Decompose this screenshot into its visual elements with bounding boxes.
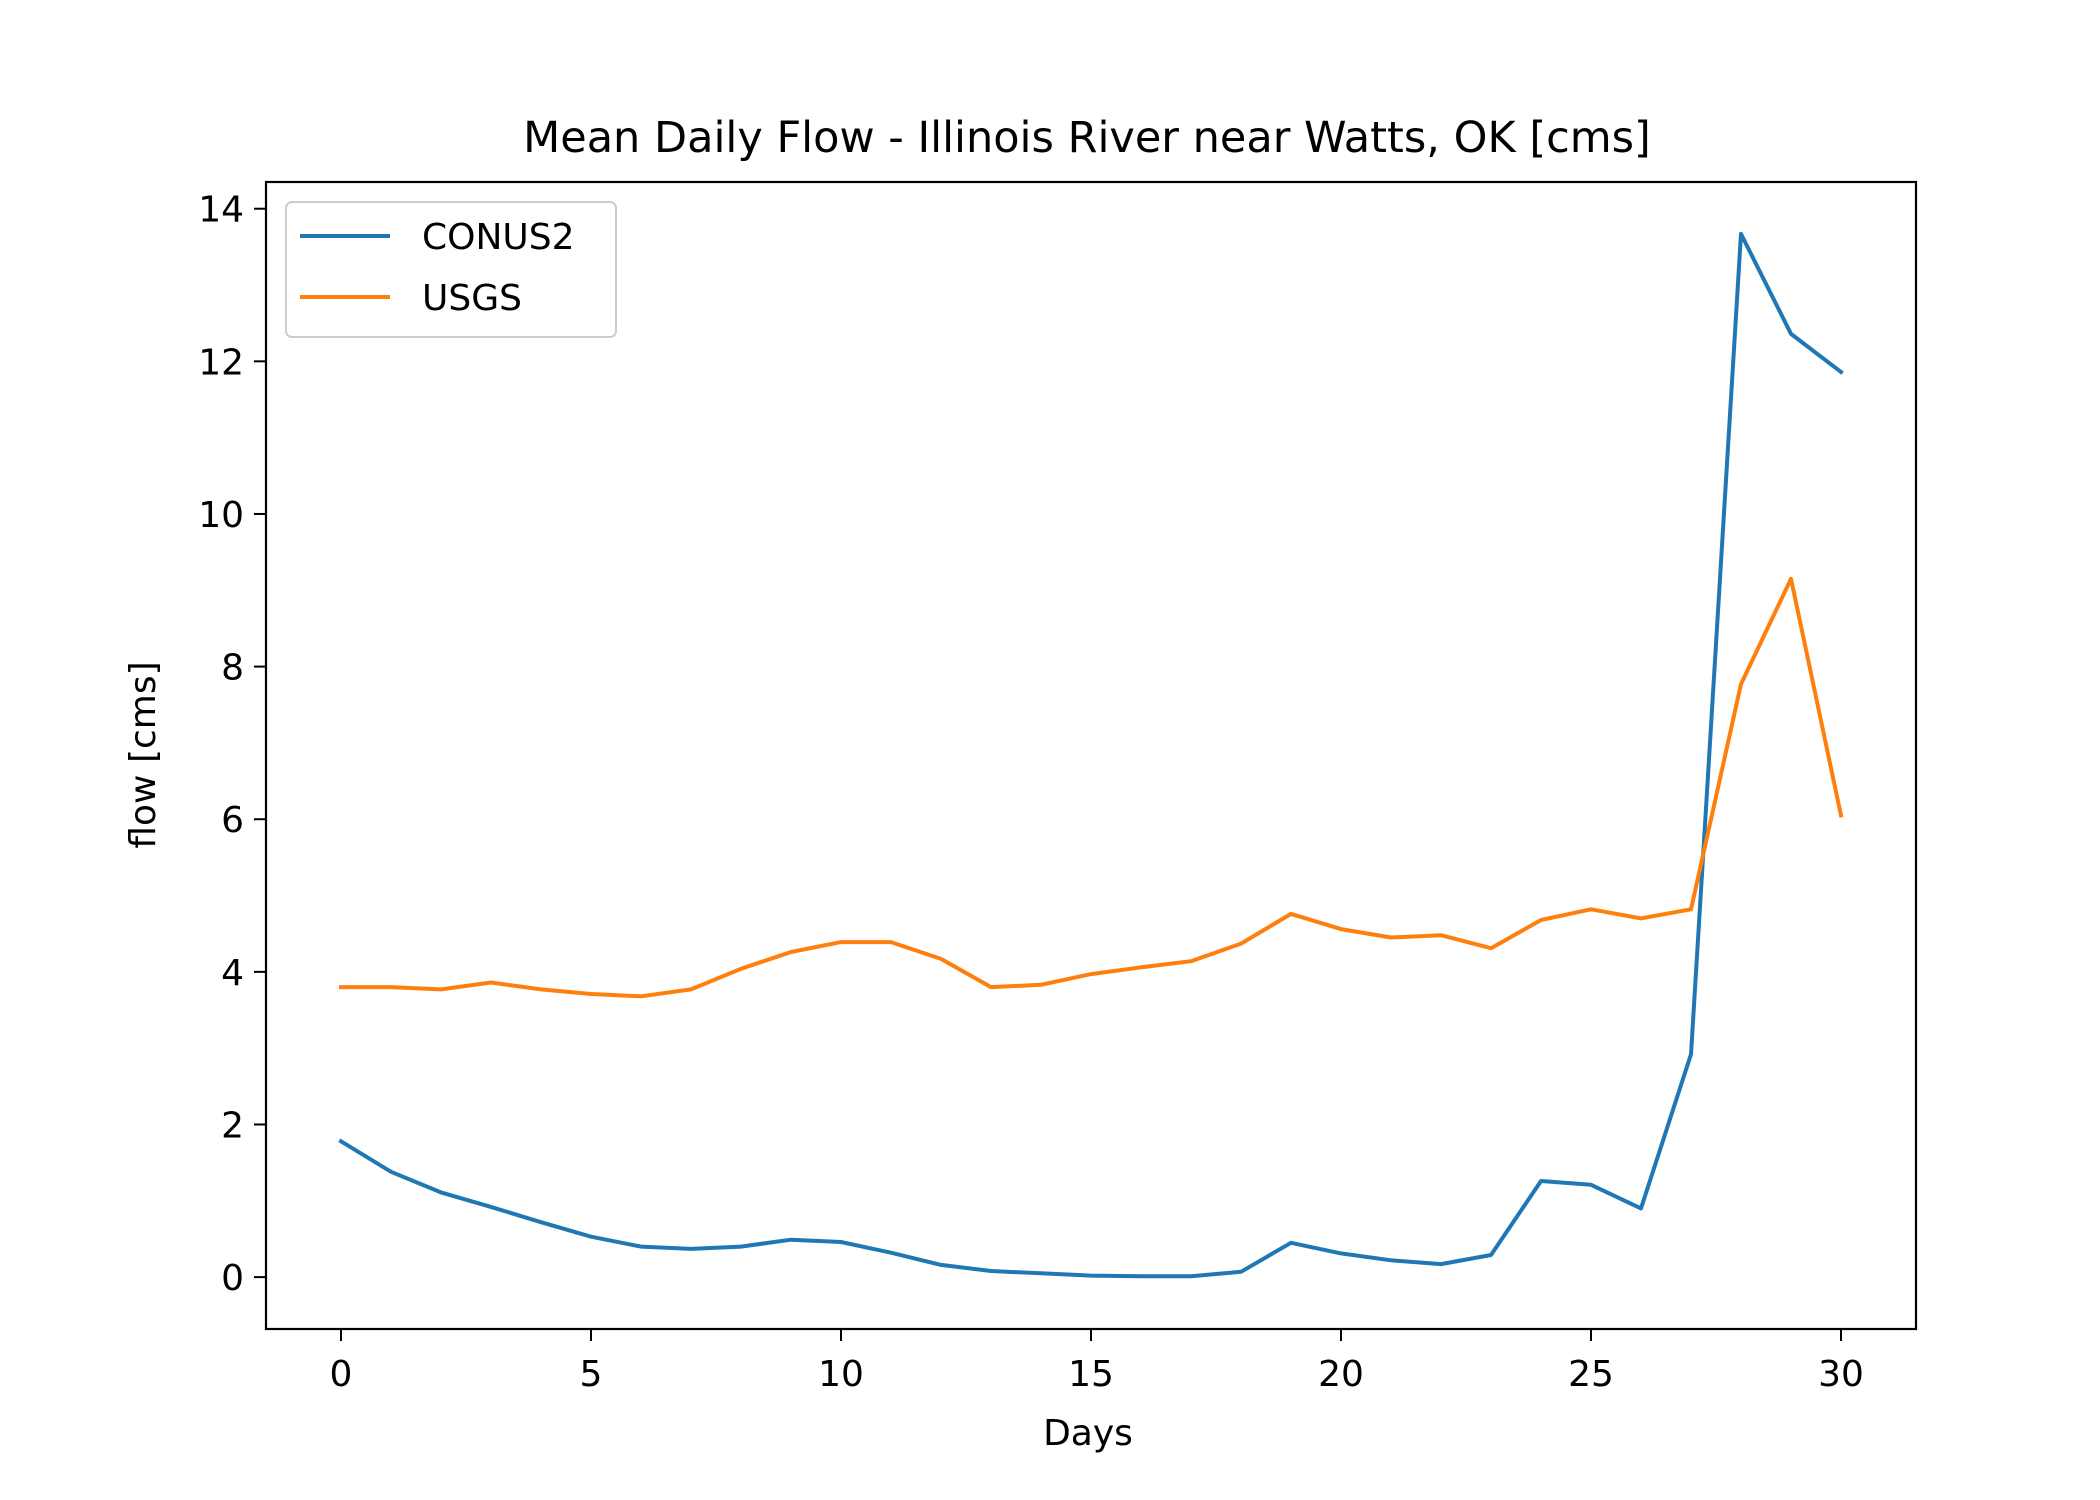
x-tick-label: 20 — [1318, 1354, 1364, 1395]
x-tick-label: 30 — [1818, 1354, 1864, 1395]
plot-background — [266, 182, 1916, 1329]
y-tick-label: 4 — [221, 953, 244, 994]
x-axis-ticks: 0 5 10 15 20 25 30 — [330, 1329, 1864, 1395]
x-tick-label: 0 — [330, 1354, 353, 1395]
y-tick-label: 10 — [198, 495, 244, 536]
y-axis-ticks: 0 2 4 6 8 10 12 14 — [198, 190, 266, 1299]
series-line-usgs — [339, 576, 1844, 999]
x-axis-label: Days — [1043, 1413, 1133, 1454]
x-tick-label: 5 — [580, 1354, 603, 1395]
y-tick-label: 12 — [198, 342, 244, 383]
y-tick-label: 2 — [221, 1105, 244, 1146]
series-line-conus2 — [338, 231, 1844, 1279]
x-tick-label: 15 — [1068, 1354, 1114, 1395]
legend: CONUS2 USGS — [285, 201, 617, 338]
series-layer — [338, 231, 1844, 1279]
legend-label-conus2: CONUS2 — [422, 217, 575, 258]
plot-area — [264, 180, 1918, 1331]
y-tick-label: 8 — [221, 648, 244, 689]
legend-label-usgs: USGS — [422, 278, 522, 319]
y-tick-label: 14 — [198, 190, 244, 231]
x-tick-label: 25 — [1568, 1354, 1614, 1395]
y-tick-label: 0 — [221, 1258, 244, 1299]
y-tick-label: 6 — [221, 800, 244, 841]
chart-title: Mean Daily Flow - Illinois River near Wa… — [523, 113, 1651, 163]
x-tick-label: 10 — [818, 1354, 864, 1395]
y-axis-label: flow [cms] — [123, 661, 164, 848]
